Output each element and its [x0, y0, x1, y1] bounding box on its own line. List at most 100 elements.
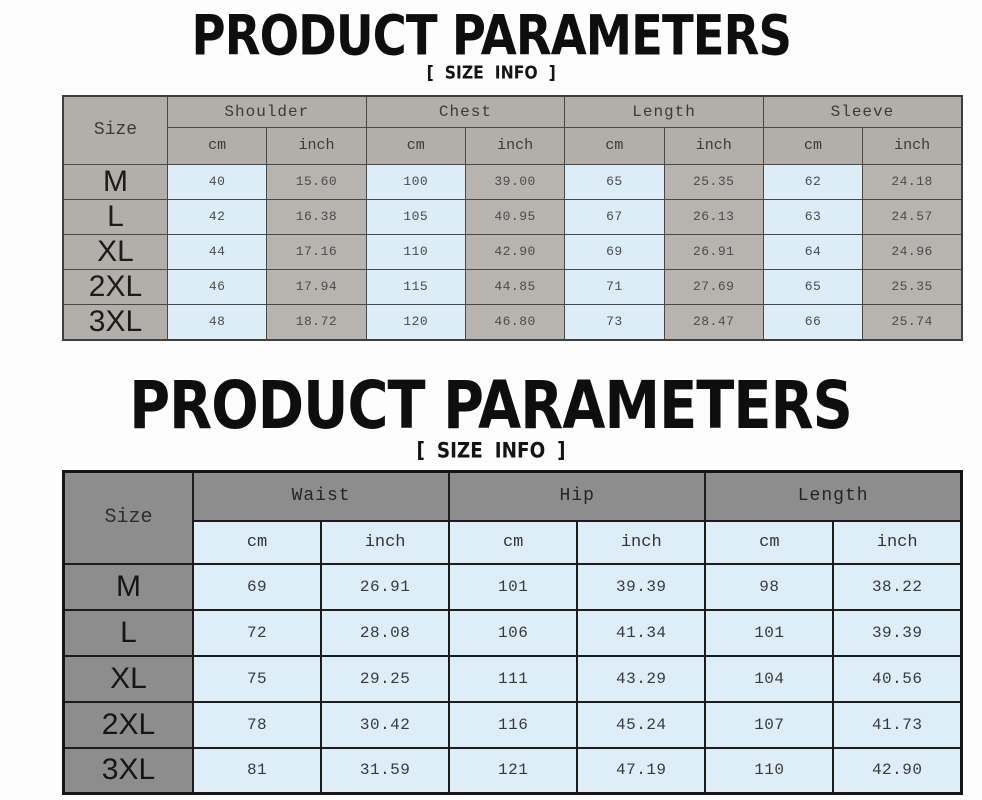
page-title-text: PRODUCT PARAMETERS: [191, 4, 791, 68]
bottoms-size-table: Size Waist Hip Length cm inch cm inch cm inch M 69 2…: [62, 470, 963, 795]
value-cell: 16.38: [266, 198, 367, 235]
size-row-label: XL: [62, 654, 194, 703]
value-cell: 26.13: [663, 198, 764, 235]
value-cell: 24.57: [862, 198, 963, 235]
table-row: L 42 16.38 105 40.95 67 26.13 63 24.57: [62, 198, 963, 235]
unit-header: cm: [704, 519, 835, 565]
tops-size-table: Size Shoulder Chest Length Sleeve cm inch cm inc…: [62, 95, 963, 341]
value-cell: 81: [191, 746, 323, 795]
value-cell: 30.42: [320, 700, 451, 749]
page-title-2: PRODUCT PARAMETERS: [0, 373, 982, 439]
value-cell: 41.73: [832, 700, 963, 749]
value-cell: 120: [365, 303, 466, 340]
table-body: M 40 15.60 100 39.00 65 25.35 62 24.18 L 42 16.38 10…: [62, 163, 963, 340]
measure-group-header-waist: Waist: [191, 470, 451, 522]
value-cell: 65: [564, 163, 665, 200]
value-cell: 26.91: [320, 562, 451, 611]
value-cell: 111: [448, 654, 579, 703]
table-row: XL 44 17.16 110 42.90 69 26.91 64 24.96: [62, 233, 963, 270]
unit-header: inch: [832, 519, 963, 565]
measure-group-header-chest: Chest: [365, 95, 566, 128]
value-cell: 64: [762, 233, 864, 270]
value-cell: 115: [365, 268, 466, 305]
value-cell: 73: [564, 303, 665, 340]
size-info-subtitle-2-text: [ SIZE INFO ]: [416, 437, 566, 463]
value-cell: 69: [564, 233, 665, 270]
value-cell: 46: [166, 268, 268, 305]
table-row: XL 75 29.25 111 43.29 104 40.56: [62, 654, 963, 703]
value-cell: 29.25: [320, 654, 451, 703]
unit-header: cm: [191, 519, 323, 565]
size-row-label: 2XL: [62, 700, 194, 749]
value-cell: 100: [365, 163, 466, 200]
value-cell: 42.90: [832, 746, 963, 795]
size-info-subtitle-text: [ SIZE INFO ]: [426, 62, 556, 84]
size-row-label: L: [62, 608, 194, 657]
table-body: M 69 26.91 101 39.39 98 38.22 L 72 28.08 106 41.34 1…: [62, 562, 963, 795]
value-cell: 42: [166, 198, 268, 235]
value-cell: 47.19: [576, 746, 707, 795]
size-row-label: 3XL: [62, 746, 194, 795]
unit-header: inch: [576, 519, 707, 565]
unit-header: inch: [266, 126, 367, 165]
size-row-label: 3XL: [62, 303, 168, 340]
value-cell: 65: [762, 268, 864, 305]
value-cell: 45.24: [576, 700, 707, 749]
measure-group-header-length: Length: [564, 95, 764, 128]
measure-group-header-hip: Hip: [448, 470, 707, 522]
size-column-header: Size: [62, 470, 194, 565]
table-row: M 69 26.91 101 39.39 98 38.22: [62, 562, 963, 611]
value-cell: 75: [191, 654, 323, 703]
measure-group-header-shoulder: Shoulder: [167, 95, 367, 128]
size-column-header: Size: [62, 95, 168, 165]
value-cell: 17.16: [266, 233, 367, 270]
table-header: Size Shoulder Chest Length Sleeve cm inch cm inc…: [62, 95, 963, 165]
size-info-subtitle-2: [ SIZE INFO ]: [0, 437, 982, 463]
value-cell: 78: [191, 700, 323, 749]
value-cell: 110: [704, 746, 835, 795]
unit-header: inch: [320, 519, 451, 565]
table-row: M 40 15.60 100 39.00 65 25.35 62 24.18: [62, 163, 963, 200]
measure-group-header-sleeve: Sleeve: [762, 95, 963, 128]
value-cell: 18.72: [266, 303, 367, 340]
value-cell: 116: [448, 700, 579, 749]
table-row: 3XL 48 18.72 120 46.80 73 28.47 66 25.74: [62, 303, 963, 340]
value-cell: 42.90: [464, 233, 566, 270]
value-cell: 107: [704, 700, 835, 749]
value-cell: 40: [166, 163, 268, 200]
unit-header: inch: [862, 126, 963, 165]
size-row-label: XL: [62, 233, 168, 270]
value-cell: 39.00: [464, 163, 566, 200]
value-cell: 28.08: [320, 608, 451, 657]
value-cell: 39.39: [576, 562, 707, 611]
group-header-row: Size Shoulder Chest Length Sleeve: [62, 95, 963, 165]
value-cell: 41.34: [576, 608, 707, 657]
value-cell: 25.35: [862, 268, 963, 305]
value-cell: 40.56: [832, 654, 963, 703]
table-row: L 72 28.08 106 41.34 101 39.39: [62, 608, 963, 657]
value-cell: 24.96: [862, 233, 963, 270]
value-cell: 43.29: [576, 654, 707, 703]
value-cell: 15.60: [266, 163, 367, 200]
value-cell: 48: [166, 303, 268, 340]
value-cell: 101: [448, 562, 579, 611]
table-row: 2XL 46 17.94 115 44.85 71 27.69 65 25.35: [62, 268, 963, 305]
value-cell: 69: [191, 562, 323, 611]
size-row-label: M: [62, 163, 168, 200]
table-row: 2XL 78 30.42 116 45.24 107 41.73: [62, 700, 963, 749]
value-cell: 44: [166, 233, 268, 270]
size-row-label: M: [62, 562, 194, 611]
value-cell: 63: [762, 198, 864, 235]
page-title: PRODUCT PARAMETERS: [0, 4, 982, 68]
size-row-label: L: [62, 198, 168, 235]
value-cell: 98: [704, 562, 835, 611]
value-cell: 25.35: [663, 163, 764, 200]
value-cell: 39.39: [832, 608, 963, 657]
value-cell: 27.69: [663, 268, 764, 305]
value-cell: 62: [762, 163, 864, 200]
unit-header: cm: [365, 126, 466, 165]
value-cell: 105: [365, 198, 466, 235]
value-cell: 106: [448, 608, 579, 657]
value-cell: 104: [704, 654, 835, 703]
